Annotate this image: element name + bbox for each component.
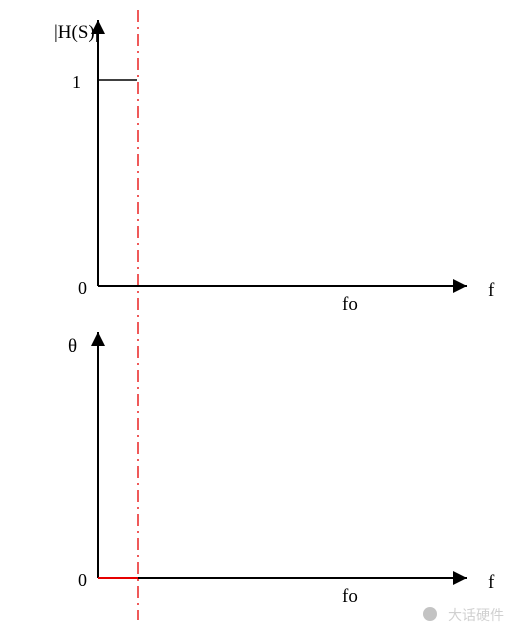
- watermark-text: 大话硬件: [448, 607, 504, 623]
- top-tick-1-label: 1: [72, 72, 81, 92]
- bottom-x-axis-label: f: [488, 572, 495, 593]
- diagram-canvas: 1 0 |H(S)| f fo 0 θ f fo 大话硬件: [0, 0, 529, 634]
- top-x-axis-arrowhead: [453, 279, 467, 293]
- watermark-icon: [423, 607, 437, 621]
- top-x-axis-label: f: [488, 280, 495, 301]
- bottom-x-axis-arrowhead: [453, 571, 467, 585]
- top-origin-label: 0: [78, 278, 87, 298]
- top-y-axis-label: |H(S)|: [54, 22, 99, 43]
- bottom-y-axis-arrowhead: [91, 332, 105, 346]
- bottom-origin-label: 0: [78, 570, 87, 590]
- bottom-fo-label: fo: [342, 586, 358, 607]
- bottom-y-axis-label: θ: [68, 336, 77, 357]
- watermark: 大话硬件: [423, 607, 504, 623]
- top-fo-label: fo: [342, 294, 358, 315]
